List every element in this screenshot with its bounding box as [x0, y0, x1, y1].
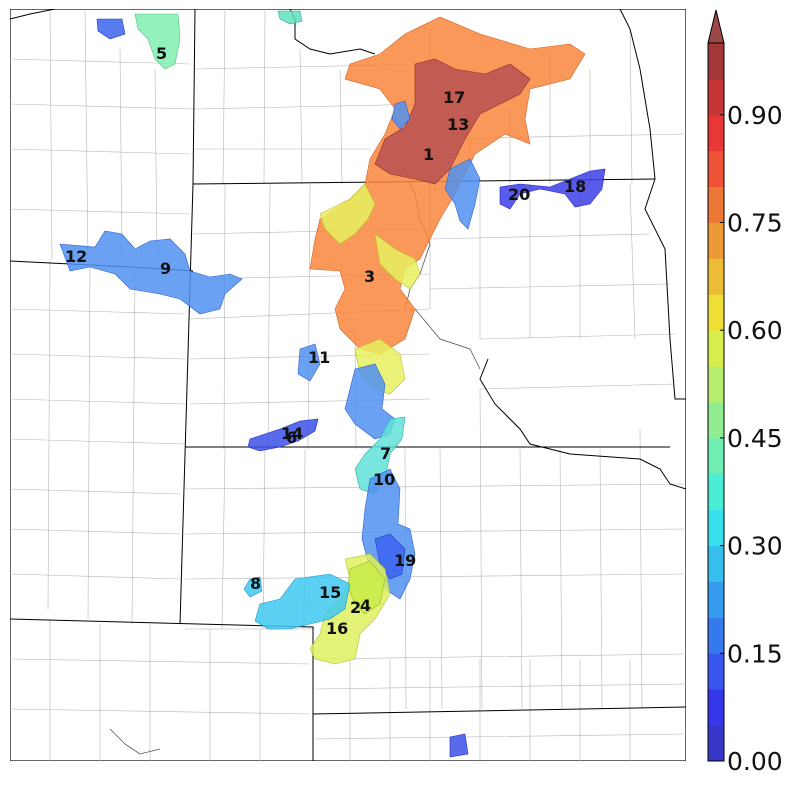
colorbar-band — [708, 150, 724, 188]
colorbar-band — [708, 114, 724, 152]
colorbar-band — [708, 78, 724, 116]
region-top-cyan-shape — [277, 10, 303, 25]
colorbar-band — [708, 617, 724, 654]
probability-regions — [59, 10, 606, 758]
region-20-shape — [444, 158, 481, 230]
colorbar-band — [708, 186, 724, 223]
colorbar-tick-label: 0.90 — [727, 101, 783, 130]
region-8-shape — [243, 576, 263, 598]
region-13-blue-shape — [391, 100, 411, 130]
region-5-shape — [134, 13, 181, 70]
colorbar-band — [708, 43, 724, 80]
colorbar-outline — [707, 42, 725, 762]
region-label-7: 7 — [380, 444, 391, 463]
region-11-shape — [297, 343, 321, 382]
region-labels: 1 2 3 4 5 6 7 8 9 10 11 12 13 14 15 16 1… — [65, 44, 586, 638]
region-label-4: 4 — [360, 596, 371, 615]
colorbar-band — [708, 437, 724, 475]
colorbar-band — [708, 473, 724, 511]
region-3-yellow-shape — [319, 183, 376, 245]
region-label-12: 12 — [65, 247, 87, 266]
colorbar-band — [708, 725, 724, 762]
region-label-15: 15 — [319, 583, 341, 602]
region-label-2: 2 — [350, 598, 361, 617]
region-label-14: 14 — [281, 424, 303, 443]
region-5b-shape — [96, 18, 126, 40]
region-3-yellow2-shape — [374, 233, 421, 290]
colorbar-ticks: 0.00 0.15 0.30 0.45 0.60 0.75 0.90 — [720, 101, 783, 776]
region-18-shape — [499, 168, 606, 210]
region-label-18: 18 — [564, 177, 586, 196]
colorbar-tick-label: 0.30 — [727, 532, 783, 561]
colorbar-band — [708, 689, 724, 726]
colorbar-tick-label: 0.00 — [727, 747, 783, 776]
region-4-shape — [347, 560, 386, 615]
region-9-shape — [59, 230, 243, 315]
colorbar-band — [708, 545, 724, 582]
colorbar-band — [708, 330, 724, 367]
region-bottom-blue-shape — [449, 733, 469, 758]
region-label-8: 8 — [250, 574, 261, 593]
colorbar-tick-label: 0.75 — [727, 209, 783, 238]
colorbar-band — [708, 366, 724, 403]
colorbar-band — [708, 294, 724, 331]
colorbar-band — [708, 581, 724, 618]
region-label-20: 20 — [508, 185, 530, 204]
region-1-shape — [374, 58, 531, 185]
colorbar-band — [708, 653, 724, 690]
region-label-17: 17 — [443, 88, 465, 107]
region-label-3: 3 — [364, 267, 375, 286]
region-label-16: 16 — [326, 619, 348, 638]
colorbar-tick-label: 0.15 — [727, 639, 783, 668]
region-label-13: 13 — [447, 115, 469, 134]
region-label-10: 10 — [373, 470, 395, 489]
region-label-19: 19 — [394, 551, 416, 570]
colorbar-tick-label: 0.60 — [727, 316, 783, 345]
region-15-shape — [254, 573, 351, 630]
colorbar-tick-label: 0.45 — [727, 424, 783, 453]
colorbar-band — [708, 509, 724, 547]
map-panel: 1 2 3 4 5 6 7 8 9 10 11 12 13 14 15 16 1… — [10, 9, 686, 761]
region-6-shape — [247, 418, 319, 452]
colorbar-bands — [708, 43, 724, 762]
map-canvas: 1 2 3 4 5 6 7 8 9 10 11 12 13 14 15 16 1… — [10, 9, 686, 761]
region-label-9: 9 — [160, 259, 171, 278]
colorbar: 0.00 0.15 0.30 0.45 0.60 0.75 0.90 — [707, 9, 783, 776]
region-label-11: 11 — [308, 348, 330, 367]
region-label-5: 5 — [156, 44, 167, 63]
region-label-1: 1 — [423, 145, 434, 164]
region-label-6: 6 — [286, 428, 297, 447]
colorbar-band — [708, 402, 724, 439]
colorbar-band — [708, 258, 724, 295]
colorbar-band — [708, 222, 724, 259]
colorbar-extend-arrow — [707, 9, 725, 44]
